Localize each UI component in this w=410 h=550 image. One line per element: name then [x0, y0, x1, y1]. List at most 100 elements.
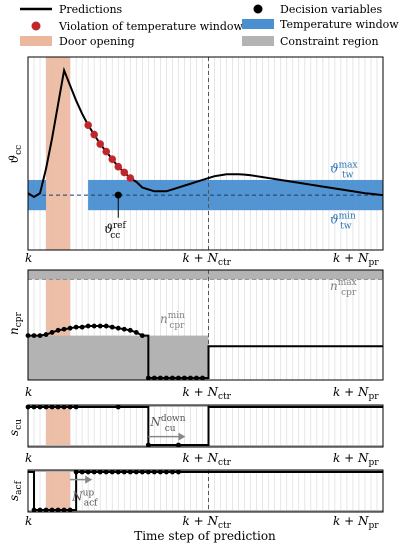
tick-label-k-ctr: k + Nctr — [183, 385, 232, 402]
decision-point — [79, 324, 85, 330]
decision-point — [61, 326, 67, 332]
y-axis-label-main: s — [7, 495, 21, 501]
annotation-n-acf-up: Nup acf — [71, 489, 98, 509]
annotation-theta-min: ϑmin tw — [330, 211, 356, 231]
decision-point — [163, 469, 169, 475]
decision-point — [176, 469, 181, 475]
y-axis-label: ϑcc — [7, 145, 24, 164]
decision-point — [176, 442, 181, 448]
decision-point — [37, 333, 43, 338]
decision-point — [97, 323, 103, 329]
x-axis-label: Time step of prediction — [134, 529, 276, 543]
decision-point — [200, 375, 205, 381]
annotation-n-cu-down-sup: down — [161, 414, 186, 424]
annotation-theta-ref-sub: cc — [110, 231, 120, 241]
door-opening-band — [46, 57, 71, 250]
decision-point — [61, 404, 67, 410]
decision-point — [188, 375, 193, 381]
decision-point — [157, 375, 163, 381]
tick-label-k-ctr-sub: ctr — [218, 458, 232, 468]
legend-svg: Predictions Violation of temperature win… — [20, 3, 399, 48]
decision-point — [67, 404, 73, 410]
y-axis-label-main: s — [7, 430, 21, 436]
decision-point — [85, 323, 91, 329]
violation-point — [114, 162, 123, 171]
decision-point — [182, 375, 187, 381]
annotation-theta-ref: ϑref cc — [104, 221, 126, 241]
annotation-ncpr-max-sub: cpr — [341, 288, 357, 298]
max-constraint-region — [28, 270, 383, 280]
decision-point — [157, 469, 163, 475]
annotation-ncpr-max: nmax cpr — [330, 278, 357, 298]
annotation-n-cu-down-main: N — [149, 415, 161, 429]
annotation-n-cu-down-sub: cu — [165, 424, 176, 434]
decision-point — [115, 325, 121, 331]
annotation-ncpr-min-sub: cpr — [169, 321, 185, 331]
decision-point — [73, 324, 79, 330]
legend-door-swatch — [20, 36, 52, 46]
tick-label-k-pr: k + Npr — [333, 385, 379, 402]
decision-point — [145, 375, 151, 381]
decision-point — [115, 404, 121, 410]
constraint-region-bottom — [28, 510, 383, 512]
decision-point — [109, 324, 115, 330]
decision-point — [127, 327, 133, 333]
decision-point — [114, 191, 122, 199]
annotation-theta-min-sub: tw — [340, 221, 352, 231]
decision-point — [43, 404, 49, 410]
prediction-line — [28, 471, 383, 511]
tick-label-k: k — [25, 251, 32, 265]
annotation-arrow-head — [178, 432, 186, 441]
decision-point — [170, 469, 175, 475]
temperature-window-band — [88, 179, 383, 211]
violation-point — [102, 147, 111, 156]
tick-label-k-ctr: k + Nctr — [183, 251, 232, 268]
violation-point — [84, 121, 92, 129]
tick-label-k-ctr-sub: ctr — [218, 392, 232, 402]
decision-point — [115, 469, 121, 475]
legend-decision-swatch — [253, 4, 263, 14]
violation-point — [108, 155, 117, 163]
constraint-region-top — [28, 405, 383, 407]
decision-point — [73, 469, 79, 475]
door-opening-band — [46, 270, 71, 380]
violation-point — [90, 130, 98, 139]
tick-label-k-ctr-sub: ctr — [218, 258, 232, 268]
y-axis-label-sub: cpr — [14, 311, 24, 327]
annotation-n-acf-up-sub: acf — [84, 499, 98, 509]
annotation-arrow-head — [85, 475, 93, 484]
legend-violation-swatch — [31, 21, 41, 31]
tick-label-k-pr-sub: pr — [368, 258, 379, 268]
legend-door-label: Door opening — [59, 35, 135, 48]
y-axis-label-sub: cu — [14, 419, 24, 430]
plot-frame — [27, 404, 384, 448]
annotation-theta-min-sup: min — [339, 211, 356, 221]
annotation-n-cu-down: Ndown cu — [149, 414, 185, 434]
annotation-theta-ref-main: ϑ — [104, 222, 113, 236]
decision-point — [139, 333, 145, 338]
legend-temp-window-label: Temperature window — [280, 18, 399, 31]
decision-point — [55, 507, 61, 513]
y-axis-label-sub: cc — [14, 145, 24, 155]
decision-point — [31, 404, 37, 410]
y-axis-label: ncpr — [7, 311, 24, 335]
decision-point — [170, 375, 175, 381]
decision-point — [145, 469, 151, 475]
plot-frame — [27, 269, 384, 381]
annotation-ncpr-min-main: n — [160, 312, 168, 326]
decision-point — [163, 375, 169, 381]
decision-point — [61, 507, 67, 513]
decision-point — [85, 469, 91, 475]
tick-label-k-ctr-main: k + N — [183, 385, 219, 399]
prediction-line — [28, 406, 383, 446]
legend-constraint-swatch — [242, 36, 274, 46]
decision-point — [139, 469, 145, 475]
plot-frame — [27, 469, 384, 513]
tick-label-k: k — [25, 514, 32, 528]
constraint-region-top — [28, 470, 383, 472]
annotation-theta-ref-sup: ref — [113, 221, 127, 231]
annotation-ncpr-max-main: n — [330, 279, 338, 293]
plot-frame — [27, 56, 384, 251]
